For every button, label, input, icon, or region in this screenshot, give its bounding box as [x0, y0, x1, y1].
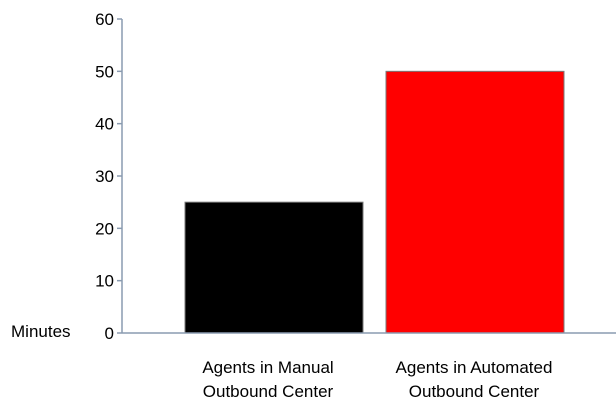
y-axis-ticks: 0 10 20 30 40 50 60 — [95, 10, 122, 343]
y-tick-label: 20 — [95, 219, 114, 238]
y-tick-label: 0 — [105, 324, 114, 343]
axes — [121, 19, 616, 334]
y-tick-label: 10 — [95, 272, 114, 291]
y-tick-label: 60 — [95, 10, 114, 29]
y-tick-label: 30 — [95, 167, 114, 186]
bar — [385, 70, 565, 334]
bar — [184, 201, 364, 334]
x-axis-labels: Agents in Manual Outbound Center Agents in… — [202, 358, 552, 401]
x-category-label: Agents in Automated Outbound Center — [396, 358, 553, 401]
y-tick-label: 40 — [95, 115, 114, 134]
y-tick-label: 50 — [95, 62, 114, 81]
bars — [184, 70, 565, 334]
y-axis-title: Minutes — [11, 322, 71, 341]
x-category-label: Agents in Manual Outbound Center — [202, 358, 333, 401]
